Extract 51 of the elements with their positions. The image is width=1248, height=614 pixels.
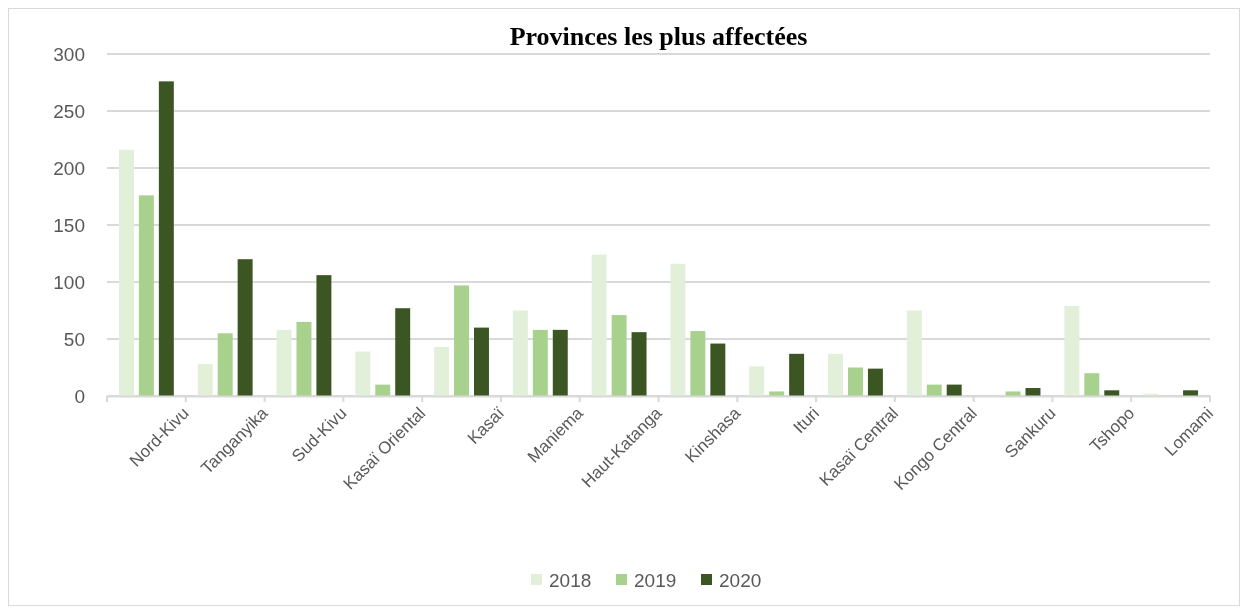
legend-label: 2019 <box>634 569 677 591</box>
bar <box>512 310 528 396</box>
y-tick-label: 200 <box>53 157 85 179</box>
bar <box>946 384 962 396</box>
y-tick-label: 50 <box>63 328 85 350</box>
bar <box>769 391 785 396</box>
bar <box>276 329 292 396</box>
bar <box>474 327 489 396</box>
y-tick-label: 300 <box>53 43 85 65</box>
bar <box>552 329 568 396</box>
y-tick-label: 150 <box>53 214 85 236</box>
bar <box>1104 390 1120 396</box>
bar <box>454 285 470 396</box>
bar <box>138 195 154 396</box>
bar <box>355 351 371 396</box>
bar <box>749 366 765 396</box>
bar <box>1084 373 1100 396</box>
bar <box>1183 390 1199 396</box>
x-tick-label: Ituri <box>789 403 824 438</box>
bar <box>906 310 922 396</box>
bar <box>926 384 942 396</box>
legend-label: 2020 <box>719 569 762 591</box>
bar <box>217 333 233 396</box>
bar <box>532 329 548 396</box>
bar <box>296 321 312 396</box>
y-tick-label: 100 <box>53 271 85 293</box>
bar <box>611 315 627 396</box>
bar <box>1005 391 1021 396</box>
bar <box>316 275 332 396</box>
bar <box>158 81 174 396</box>
bar <box>670 263 686 396</box>
bar <box>631 332 647 396</box>
bar <box>710 343 726 396</box>
y-tick-label: 0 <box>74 385 85 407</box>
bar <box>434 346 450 396</box>
bar <box>847 367 863 396</box>
bar <box>197 364 213 396</box>
bar <box>690 331 706 396</box>
bar <box>375 384 391 396</box>
chart-title: Provinces les plus affectées <box>509 22 808 51</box>
bar <box>1025 388 1041 396</box>
bar <box>789 353 805 396</box>
bar <box>867 368 883 396</box>
legend-label: 2018 <box>549 569 592 591</box>
bar <box>1064 305 1080 396</box>
bar <box>828 353 843 396</box>
bar <box>395 308 411 396</box>
bar <box>591 254 607 396</box>
y-tick-label: 250 <box>53 100 85 122</box>
bar <box>237 259 253 396</box>
bar <box>118 149 134 396</box>
